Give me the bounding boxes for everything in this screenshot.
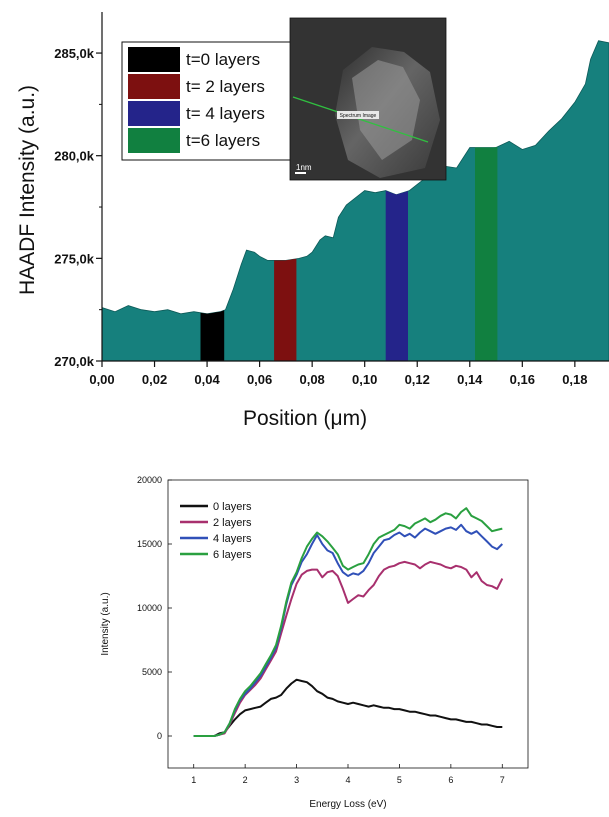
scale-bar [295,172,306,174]
legend-swatch [128,47,180,72]
y-tick-label: 0 [157,731,162,741]
legend-label: t=0 layers [186,50,260,69]
y-tick-label: 15000 [137,539,162,549]
y-axis-label: Intensity (a.u.) [100,592,111,655]
legend: t=0 layers t= 2 layers t= 4 layers t=6 laye… [121,41,295,161]
x-axis-label: Energy Loss (eV) [309,799,386,810]
layer-band-2 [385,190,408,361]
haadf-profile-chart: 270,0k 275,0k 280,0k 285,0k 0,00 0,02 0,04 0,0… [16,12,609,430]
x-tick-label: 0,06 [247,372,272,387]
x-tick-label: 5 [397,775,402,785]
legend-swatch [128,74,180,99]
y-tick-label: 20000 [137,475,162,485]
layer-band-0 [200,310,225,361]
legend-label: 6 layers [213,549,252,561]
legend-swatch [128,128,180,153]
y-tick-label: 5000 [142,667,162,677]
x-tick-label: 3 [294,775,299,785]
y-tick-label: 10000 [137,603,162,613]
x-tick-label: 2 [243,775,248,785]
legend-swatch [128,101,180,126]
x-tick-label: 0,16 [510,372,535,387]
x-tick-label: 6 [448,775,453,785]
inset-line-label: Spectrum Image [340,113,377,119]
x-tick-label: 0,18 [562,372,587,387]
legend-label: 2 layers [213,517,252,529]
x-tick-label: 0,10 [352,372,377,387]
x-tick-label: 0,02 [142,372,167,387]
layer-band-1 [274,258,297,361]
series-line-1 [193,560,504,737]
stem-inset-image: Spectrum Image 1nm [289,17,447,181]
x-tick-label: 0,08 [299,372,324,387]
x-tick-label: 0,00 [89,372,114,387]
y-tick-label: 285,0k [54,46,95,61]
series-line-3 [193,507,503,737]
legend-label: t= 2 layers [186,77,265,96]
spectrum-line [292,96,429,143]
y-tick-label: 280,0k [54,149,95,164]
legend: 0 layers 2 layers 4 layers 6 layers [180,501,252,561]
legend-label: t= 4 layers [186,104,265,123]
x-tick-label: 0,14 [457,372,483,387]
x-tick-label: 1 [191,775,196,785]
inset-scale-label: 1nm [296,163,312,172]
series-line-2 [193,523,504,737]
y-tick-label: 275,0k [54,251,95,266]
y-axis-label: HAADF Intensity (a.u.) [16,85,39,295]
x-tick-label: 0,04 [194,372,220,387]
x-axis-label: Position (μm) [243,407,367,430]
legend-label: 0 layers [213,501,252,513]
series-line-0 [193,678,503,737]
x-tick-label: 0,12 [405,372,430,387]
layer-band-3 [475,146,498,361]
x-tick-label: 7 [500,775,505,785]
legend-label: 4 layers [213,533,252,545]
x-tick-label: 4 [345,775,350,785]
y-tick-label: 270,0k [54,354,95,369]
legend-label: t=6 layers [186,131,260,150]
